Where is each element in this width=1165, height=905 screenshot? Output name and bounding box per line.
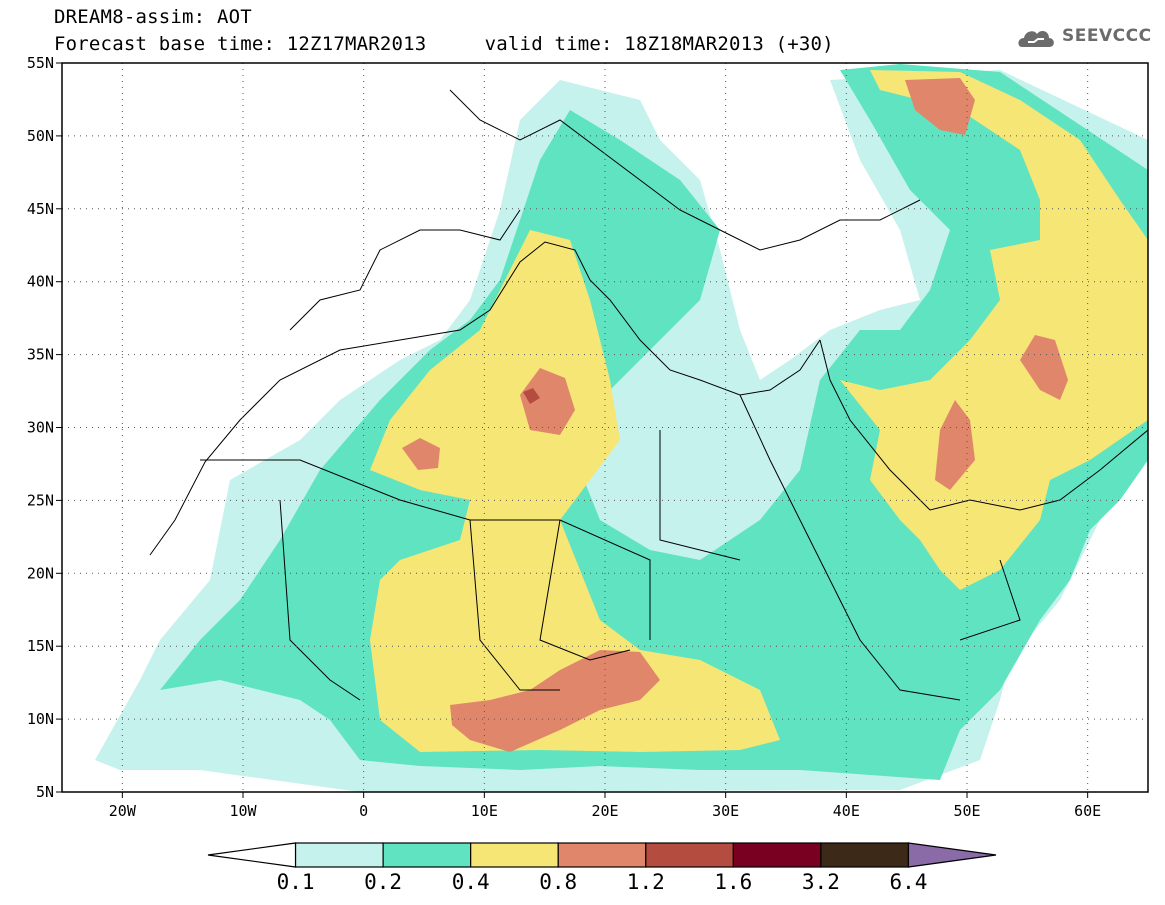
lat-tick-label: 20N	[27, 564, 54, 582]
colorbar-legend: 0.1 0.2 0.4 0.8 1.2 1.6 3.2 6.4	[207, 842, 997, 894]
colorbar-label: 0.4	[452, 870, 490, 894]
cloud-logo-icon	[1018, 30, 1054, 47]
lon-tick-label: 10W	[229, 802, 257, 820]
lon-tick-label: 10E	[471, 802, 498, 820]
longitude-axis: 20W 10W 0 10E 20E 30E 40E 50E 60E	[109, 792, 1101, 820]
colorbar-label: 1.2	[627, 870, 665, 894]
logo-text: SEEVCCC	[1062, 26, 1152, 46]
aot-band-1.2	[523, 388, 540, 404]
colorbar-swatch	[907, 842, 997, 868]
lat-tick-label: 45N	[27, 200, 54, 218]
aot-band-0.4-east	[840, 70, 1148, 590]
colorbar-label: 6.4	[889, 870, 927, 894]
lat-tick-label: 25N	[27, 491, 54, 509]
aot-band-0.4-west	[370, 230, 780, 752]
colorbar-swatch	[207, 842, 297, 868]
colorbar-swatch	[382, 842, 472, 868]
lat-tick-label: 15N	[27, 637, 54, 655]
lon-tick-label: 50E	[953, 802, 980, 820]
aot-band-0.8-a	[905, 78, 975, 135]
map-subtitle: Forecast base time: 12Z17MAR2013 valid t…	[54, 33, 834, 55]
aot-band-0.8-d	[520, 368, 575, 435]
colorbar-swatch	[294, 842, 384, 868]
colorbar-label: 1.6	[714, 870, 752, 894]
lon-tick-label: 0	[359, 802, 368, 820]
colorbar-label: 3.2	[802, 870, 840, 894]
aot-band-0.8-b	[1020, 335, 1068, 400]
lat-tick-label: 50N	[27, 127, 54, 145]
lon-tick-label: 30E	[712, 802, 739, 820]
colorbar-label: 0.1	[277, 870, 315, 894]
lat-tick-label: 40N	[27, 273, 54, 291]
colorbar-label: 0.2	[364, 870, 402, 894]
map-title: DREAM8-assim: AOT	[54, 6, 252, 28]
lat-tick-label: 35N	[27, 346, 54, 364]
aot-contour-fields	[95, 64, 1148, 792]
colorbar-label: 0.8	[539, 870, 577, 894]
lon-tick-label: 60E	[1074, 802, 1101, 820]
colorbar-swatch	[470, 842, 559, 868]
colorbar-swatch	[645, 842, 734, 868]
aot-band-0.8-f	[450, 650, 660, 752]
latitude-axis: 5N 10N 15N 20N 25N 30N 35N 40N 45N 50N 55N	[27, 54, 62, 801]
coastlines-and-borders	[149, 89, 1148, 701]
lon-tick-label: 20W	[109, 802, 137, 820]
lat-tick-label: 55N	[27, 54, 54, 72]
lon-tick-label: 40E	[833, 802, 860, 820]
lon-tick-label: 20E	[591, 802, 618, 820]
aot-band-0.8-e	[402, 438, 440, 470]
colorbar-swatch	[557, 842, 647, 868]
lat-lon-gridlines	[62, 63, 1148, 792]
lat-tick-label: 5N	[36, 783, 54, 801]
colorbar-swatch	[732, 842, 822, 868]
lat-tick-label: 30N	[27, 419, 54, 437]
colorbar-swatch	[820, 842, 910, 868]
lat-tick-label: 10N	[27, 710, 54, 728]
aot-band-0.8-c	[935, 400, 975, 490]
